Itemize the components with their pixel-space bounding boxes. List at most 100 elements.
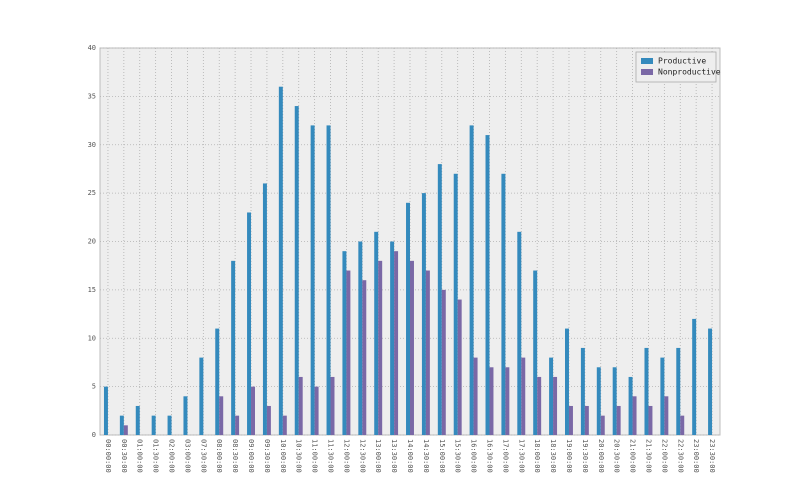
y-tick-label: 40 [88,44,96,52]
x-tick-label: 11:30:00 [327,439,335,473]
bar [394,251,399,435]
legend-swatch [641,58,653,64]
bar [565,328,569,435]
bar [199,357,204,435]
x-tick-label: 00:00:00 [104,439,112,473]
bar [215,328,220,435]
bar [247,212,252,435]
legend-label: Productive [658,57,706,66]
x-tick-label: 13:30:00 [390,439,398,473]
bar [469,125,474,436]
bar [473,357,478,435]
x-tick-label: 09:00:00 [247,439,255,473]
x-tick-label: 16:00:00 [470,439,478,473]
bar [123,425,128,435]
x-tick-label: 16:30:00 [485,439,493,473]
x-tick-label: 17:00:00 [501,439,509,473]
legend-box [635,51,717,83]
x-tick-label: 18:00:00 [533,439,541,473]
bar [421,193,426,435]
bar [517,231,522,435]
bar [103,386,108,435]
bar [553,376,558,435]
bar [298,376,303,435]
x-tick-label: 22:30:00 [676,439,684,473]
legend-swatch [641,69,653,75]
bar [342,251,347,435]
bar [219,396,224,435]
bar [457,299,462,435]
bar [648,405,653,435]
bar [501,173,506,435]
bar [453,173,458,435]
bar [505,367,510,435]
x-tick-label: 14:00:00 [406,439,414,473]
x-tick-label: 14:30:00 [422,439,430,473]
bar [358,241,363,435]
bar [437,164,442,435]
bar [362,280,367,435]
y-tick-label: 20 [88,238,96,246]
x-tick-label: 23:00:00 [692,439,700,473]
bar [374,231,379,435]
y-tick-label: 25 [88,189,96,197]
legend-label: Nonproductive [658,68,721,77]
bar [485,135,490,435]
x-tick-label: 21:30:00 [644,439,652,473]
bar [167,415,172,435]
x-tick-label: 10:00:00 [279,439,287,473]
bar [584,405,589,435]
x-tick-label: 20:30:00 [613,439,621,473]
y-tick-label: 5 [92,383,96,391]
bar [151,415,156,435]
bar [183,396,188,435]
bar [441,289,446,435]
bar [628,376,633,435]
x-tick-label: 08:00:00 [215,439,223,473]
x-tick-label: 21:00:00 [629,439,637,473]
bar [135,405,140,435]
bar [278,86,283,435]
bar [266,405,271,435]
bar [580,347,585,435]
bar [282,415,287,435]
x-tick-label: 01:00:00 [136,439,144,473]
x-tick-label: 10:30:00 [295,439,303,473]
bar [262,183,267,435]
bar [600,415,605,435]
x-tick-label: 08:30:00 [231,439,239,473]
bar [390,241,395,435]
x-tick-label: 12:00:00 [342,439,350,473]
bar [568,405,573,435]
bar [692,318,697,435]
bar [596,367,601,435]
y-tick-label: 15 [88,286,96,294]
bar [410,260,414,435]
bar [632,396,637,435]
x-tick-label: 09:30:00 [263,439,271,473]
bar [235,415,240,435]
bar [537,376,542,435]
x-tick-label: 19:30:00 [581,439,589,473]
x-tick-label: 15:30:00 [454,439,462,473]
x-tick-label: 20:00:00 [597,439,605,473]
bar [708,328,713,435]
bar [425,270,430,435]
x-tick-label: 00:30:00 [120,439,128,473]
y-tick-label: 0 [92,431,96,439]
bar [231,260,236,435]
bar [310,125,315,436]
bar [251,386,255,435]
bar [549,357,554,435]
bar [616,405,621,435]
bar [533,270,538,435]
x-tick-label: 23:30:00 [708,439,716,473]
x-tick-label: 18:30:00 [549,439,557,473]
bar [406,202,410,435]
bar [326,125,331,436]
x-tick-label: 15:00:00 [438,439,446,473]
bar [378,260,383,435]
bar [489,367,494,435]
x-tick-label: 17:30:00 [517,439,525,473]
